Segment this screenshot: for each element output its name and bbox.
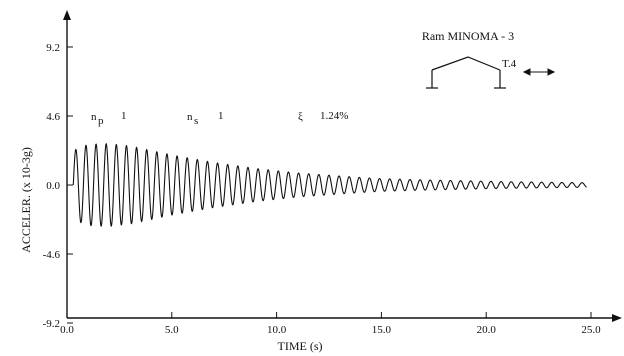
np-value: 1 [121, 110, 127, 122]
ns-symbol: n [187, 111, 193, 123]
direction-arrow-icon [522, 68, 556, 76]
xi-symbol: ξ [298, 111, 303, 123]
sensor-label: T.4 [502, 58, 517, 70]
y-ticks: 9.2 4.6 0.0 -4.6 -9.2 [43, 42, 73, 330]
x-ticks: 0.0 5.0 10.0 15.0 20.0 25.0 [60, 312, 601, 336]
chart-title: Ram MINOMA - 3 [422, 29, 514, 43]
xi-value: 1.24% [320, 110, 348, 122]
np-symbol: n [91, 111, 97, 123]
ns-subscript: s [194, 115, 198, 127]
x-axis-arrow [612, 314, 622, 322]
x-tick-label: 0.0 [60, 324, 74, 336]
y-axis-label: ACCELER. (x 10-3g) [19, 147, 33, 253]
x-tick-label: 25.0 [581, 324, 601, 336]
y-axis-arrow [63, 10, 71, 20]
modal-parameters: n p 1 n s 1 ξ 1.24% [91, 110, 348, 127]
structure-icon [426, 56, 506, 89]
y-tick-label: -4.6 [43, 249, 61, 261]
x-tick-label: 5.0 [165, 324, 179, 336]
x-tick-label: 15.0 [372, 324, 392, 336]
y-tick-label: 9.2 [46, 42, 60, 54]
acceleration-series-line [72, 142, 587, 227]
x-tick-label: 10.0 [267, 324, 287, 336]
y-tick-label: -9.2 [43, 318, 60, 330]
y-tick-label: 4.6 [46, 111, 60, 123]
ns-value: 1 [218, 110, 224, 122]
y-tick-label: 0.0 [46, 180, 60, 192]
x-axis-label: TIME (s) [278, 339, 323, 353]
np-subscript: p [98, 115, 104, 127]
x-tick-label: 20.0 [477, 324, 497, 336]
frame-roof [431, 56, 501, 71]
axes [63, 10, 622, 322]
